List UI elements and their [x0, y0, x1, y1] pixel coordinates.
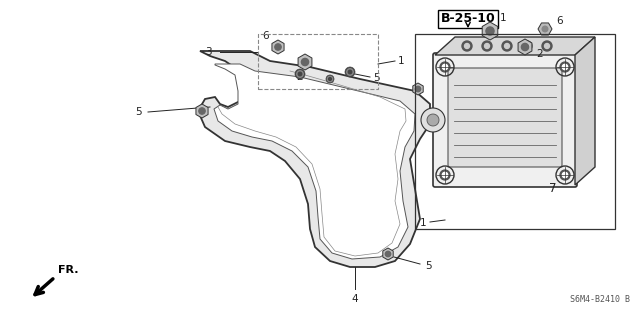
Circle shape: [563, 172, 568, 178]
Text: 6: 6: [262, 31, 269, 41]
Circle shape: [504, 43, 509, 48]
Circle shape: [545, 43, 550, 48]
Circle shape: [421, 108, 445, 132]
Polygon shape: [198, 51, 430, 267]
Circle shape: [328, 76, 333, 82]
Circle shape: [328, 78, 332, 80]
Circle shape: [301, 58, 308, 66]
Circle shape: [484, 43, 490, 48]
Polygon shape: [435, 37, 595, 55]
Circle shape: [522, 43, 529, 51]
Text: 5: 5: [136, 107, 142, 117]
Circle shape: [522, 41, 532, 51]
Text: 7: 7: [549, 182, 557, 196]
Circle shape: [502, 41, 512, 51]
Text: 1: 1: [500, 13, 507, 23]
Circle shape: [297, 71, 303, 77]
Circle shape: [385, 251, 390, 257]
Text: 6: 6: [556, 16, 563, 26]
Polygon shape: [538, 23, 552, 35]
Polygon shape: [298, 54, 312, 70]
Text: 3: 3: [205, 47, 212, 57]
Circle shape: [563, 64, 568, 70]
Circle shape: [525, 43, 529, 48]
Circle shape: [298, 72, 301, 76]
FancyBboxPatch shape: [448, 68, 562, 167]
Text: B-25-10: B-25-10: [440, 12, 495, 26]
Text: FR.: FR.: [58, 265, 79, 275]
Circle shape: [442, 64, 448, 70]
Text: 1: 1: [398, 56, 404, 66]
Circle shape: [462, 41, 472, 51]
Circle shape: [345, 67, 355, 77]
Text: 2: 2: [297, 72, 303, 82]
Circle shape: [486, 27, 494, 35]
Polygon shape: [482, 22, 498, 40]
Polygon shape: [383, 248, 393, 260]
Polygon shape: [272, 40, 284, 54]
Circle shape: [542, 26, 548, 32]
Circle shape: [326, 75, 334, 83]
Polygon shape: [413, 83, 423, 95]
Circle shape: [442, 172, 448, 178]
Text: 5: 5: [373, 73, 380, 83]
Circle shape: [348, 70, 352, 74]
Text: 4: 4: [352, 294, 358, 304]
Text: S6M4-B2410 B: S6M4-B2410 B: [570, 295, 630, 304]
Circle shape: [465, 43, 470, 48]
Polygon shape: [575, 37, 595, 185]
Circle shape: [275, 44, 281, 50]
Circle shape: [347, 69, 353, 75]
Circle shape: [440, 170, 450, 180]
Circle shape: [560, 170, 570, 180]
Text: 5: 5: [425, 261, 431, 271]
FancyBboxPatch shape: [433, 53, 577, 187]
Circle shape: [427, 114, 439, 126]
Polygon shape: [214, 64, 415, 259]
Text: 1: 1: [419, 218, 426, 228]
Circle shape: [415, 86, 420, 92]
Circle shape: [482, 41, 492, 51]
Circle shape: [295, 69, 305, 79]
Circle shape: [440, 62, 450, 72]
Text: 2: 2: [536, 49, 543, 59]
Polygon shape: [518, 39, 532, 55]
Circle shape: [199, 108, 205, 114]
Polygon shape: [196, 104, 208, 118]
Circle shape: [560, 62, 570, 72]
Circle shape: [542, 41, 552, 51]
